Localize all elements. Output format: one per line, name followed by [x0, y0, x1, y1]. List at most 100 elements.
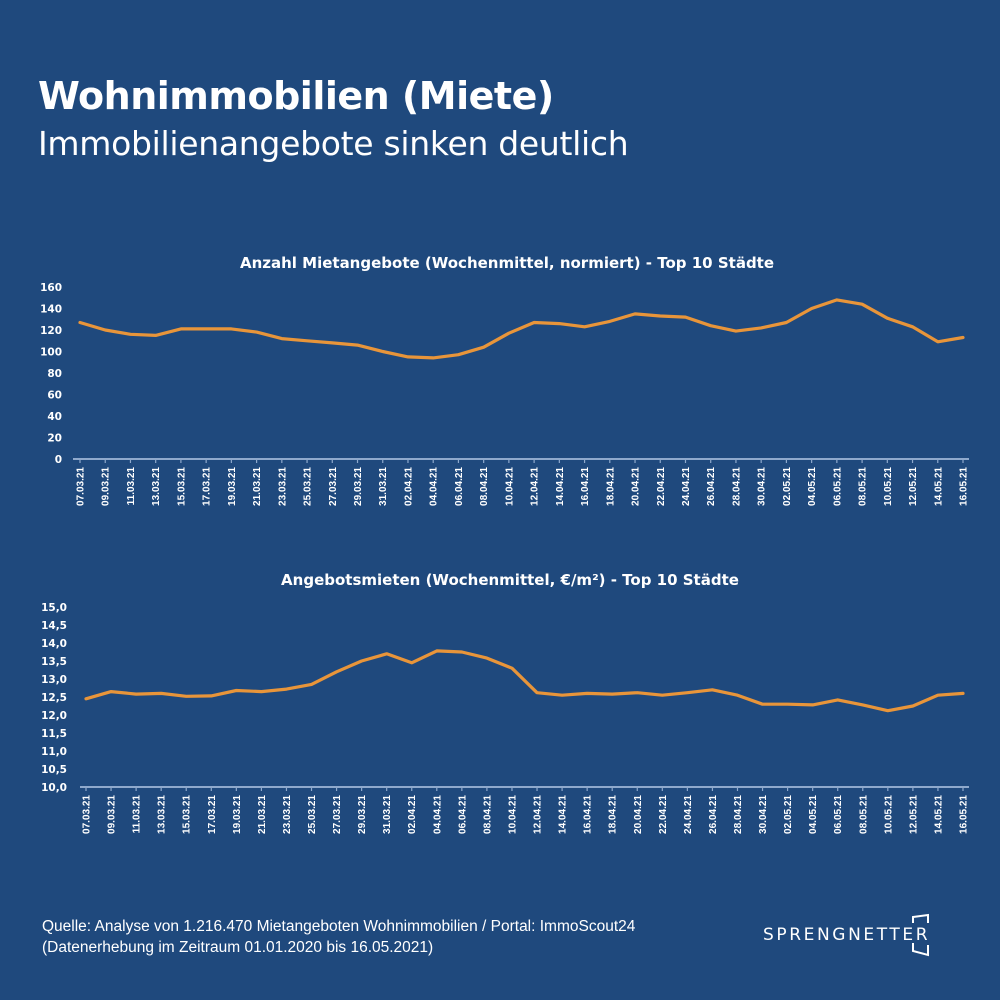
x-tick-label: 29.03.21 — [353, 467, 364, 506]
chart-title: Anzahl Mietangebote (Wochenmittel, normi… — [240, 254, 774, 272]
y-tick-label: 12,5 — [41, 692, 67, 704]
y-axis: 10,0 10,5 11,0 11,5 12,0 12,5 13,0 13,5 14,0 14,5… — [41, 602, 67, 794]
x-tick-label: 07.03.21 — [76, 467, 87, 506]
x-tick-label: 20.04.21 — [633, 795, 644, 834]
x-tick-label: 29.03.21 — [357, 795, 368, 834]
x-tick-label: 11.03.21 — [132, 795, 143, 834]
x-tick-label: 17.03.21 — [207, 795, 218, 834]
y-tick-label: 14,0 — [41, 638, 67, 650]
x-tick-label: 28.04.21 — [733, 795, 744, 834]
x-tick-label: 25.03.21 — [307, 795, 318, 834]
x-tick-label: 27.03.21 — [328, 467, 339, 506]
series-line-0 — [84, 649, 965, 713]
x-tick-label: 08.05.21 — [858, 795, 869, 834]
y-tick-label: 10,5 — [41, 764, 67, 776]
x-tick-label: 20.04.21 — [631, 467, 642, 506]
x-tick-label: 22.04.21 — [658, 795, 669, 834]
x-tick-label: 10.04.21 — [507, 795, 518, 834]
y-tick-label: 20 — [47, 433, 62, 445]
series-layer — [84, 649, 965, 713]
x-tick-label: 12.04.21 — [533, 795, 544, 834]
x-tick-label: 12.04.21 — [530, 467, 541, 506]
x-tick-label: 06.05.21 — [832, 467, 843, 506]
x-tick-label: 04.05.21 — [808, 795, 819, 834]
y-tick-label: 160 — [40, 282, 62, 294]
x-tick-label: 12.05.21 — [908, 795, 919, 834]
x-tick-label: 23.03.21 — [282, 795, 293, 834]
x-tick-label: 21.03.21 — [257, 795, 268, 834]
y-tick-label: 100 — [40, 347, 62, 359]
x-tick-label: 14.04.21 — [558, 795, 569, 834]
y-tick-label: 10,0 — [41, 782, 67, 794]
x-tick-label: 14.04.21 — [555, 467, 566, 506]
x-tick-label: 14.05.21 — [933, 795, 944, 834]
x-tick-label: 19.03.21 — [232, 795, 243, 834]
x-tick-label: 08.05.21 — [858, 467, 869, 506]
y-tick-label: 14,5 — [41, 620, 67, 632]
x-tick-label: 06.04.21 — [457, 795, 468, 834]
x-tick-label: 13.03.21 — [151, 467, 162, 506]
x-tick-label: 12.05.21 — [908, 467, 919, 506]
x-tick-label: 15.03.21 — [182, 795, 193, 834]
x-tick-label: 18.04.21 — [608, 795, 619, 834]
x-tick-label: 16.05.21 — [959, 795, 970, 834]
x-tick-label: 15.03.21 — [176, 467, 187, 506]
x-tick-label: 13.03.21 — [157, 795, 168, 834]
x-tick-label: 11.03.21 — [126, 467, 137, 506]
period-line: (Datenerhebung im Zeitraum 01.01.2020 bi… — [42, 939, 434, 956]
logo-text: SPRENGNETTER — [763, 925, 931, 945]
y-tick-label: 13,0 — [41, 674, 67, 686]
x-tick-label: 17.03.21 — [202, 467, 213, 506]
chart-title: Angebotsmieten (Wochenmittel, €/m²) - To… — [281, 571, 739, 589]
y-tick-label: 120 — [40, 325, 62, 337]
y-tick-label: 0 — [55, 454, 62, 466]
x-tick-label: 24.04.21 — [683, 795, 694, 834]
x-tick-label: 26.04.21 — [706, 467, 717, 506]
x-tick-label: 09.03.21 — [101, 467, 112, 506]
y-tick-label: 11,0 — [41, 746, 67, 758]
x-tick-label: 10.04.21 — [504, 467, 515, 506]
x-tick-label: 31.03.21 — [378, 467, 389, 506]
y-tick-label: 140 — [40, 304, 62, 316]
page-title: Wohnimmobilien (Miete) — [38, 74, 554, 118]
x-tick-label: 02.05.21 — [783, 795, 794, 834]
bracket-frame-icon — [912, 913, 929, 957]
x-tick-label: 16.04.21 — [580, 467, 591, 506]
y-tick-label: 12,0 — [41, 710, 67, 722]
sprengnetter-logo: SPRENGNETTER — [763, 913, 953, 957]
x-tick-label: 26.04.21 — [708, 795, 719, 834]
x-tick-label: 30.04.21 — [758, 795, 769, 834]
x-tick-label: 08.04.21 — [479, 467, 490, 506]
x-tick-label: 23.03.21 — [277, 467, 288, 506]
page-subtitle: Immobilienangebote sinken deutlich — [38, 124, 629, 163]
x-axis: 07.03.21 09.03.21 11.03.21 13.03.21 15.03.21… — [73, 458, 970, 506]
x-tick-label: 30.04.21 — [757, 467, 768, 506]
x-tick-label: 04.04.21 — [432, 795, 443, 834]
x-tick-label: 09.03.21 — [107, 795, 118, 834]
y-tick-label: 15,0 — [41, 602, 67, 614]
y-tick-label: 11,5 — [41, 728, 67, 740]
x-tick-label: 28.04.21 — [731, 467, 742, 506]
x-tick-label: 16.04.21 — [583, 795, 594, 834]
x-tick-label: 06.05.21 — [833, 795, 844, 834]
x-tick-label: 21.03.21 — [252, 467, 263, 506]
offer-rent-chart: Angebotsmieten (Wochenmittel, €/m²) - To… — [41, 571, 970, 834]
x-tick-label: 06.04.21 — [454, 467, 465, 506]
x-tick-label: 22.04.21 — [656, 467, 667, 506]
x-tick-label: 07.03.21 — [82, 795, 93, 834]
x-tick-label: 25.03.21 — [303, 467, 314, 506]
x-tick-label: 10.05.21 — [883, 795, 894, 834]
y-tick-label: 40 — [47, 411, 62, 423]
x-axis: 07.03.21 09.03.21 11.03.21 13.03.21 15.03.21… — [80, 786, 970, 834]
x-tick-label: 02.04.21 — [407, 795, 418, 834]
source-line: Quelle: Analyse von 1.216.470 Mietangebo… — [42, 918, 636, 935]
x-tick-label: 02.05.21 — [782, 467, 793, 506]
x-tick-label: 27.03.21 — [332, 795, 343, 834]
y-axis: 0 20 40 60 80 100 120 140 160 — [40, 282, 62, 466]
x-tick-label: 31.03.21 — [382, 795, 393, 834]
x-tick-label: 16.05.21 — [959, 467, 970, 506]
x-tick-label: 02.04.21 — [403, 467, 414, 506]
x-tick-label: 10.05.21 — [883, 467, 894, 506]
source-note: Quelle: Analyse von 1.216.470 Mietangebo… — [42, 916, 635, 958]
y-tick-label: 60 — [47, 390, 62, 402]
